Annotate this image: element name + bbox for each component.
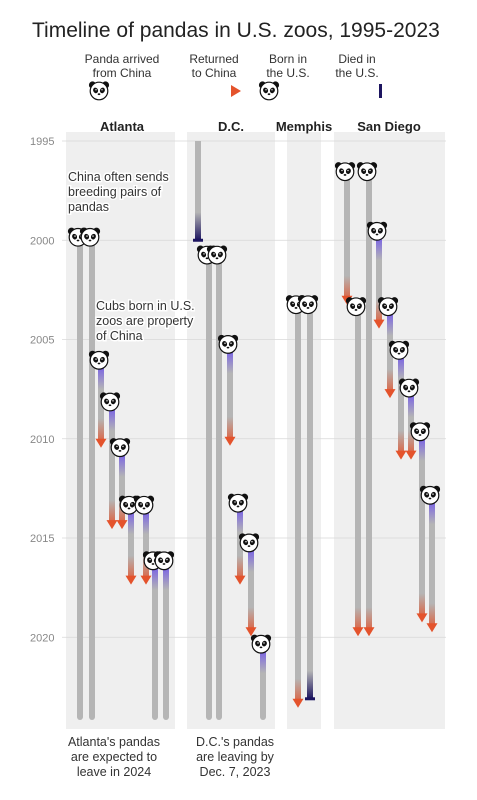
panda-icon (88, 81, 110, 101)
returned-arrow (384, 389, 396, 399)
zoo-panel-Memphis (287, 132, 321, 729)
legend-label-born: the U.S. (266, 66, 309, 80)
panda-icon (109, 438, 131, 458)
legend-label-died: Died in (338, 52, 375, 66)
y-tick-label: 2000 (30, 235, 54, 247)
footnote: Dec. 7, 2023 (200, 765, 271, 779)
panda-icon (79, 227, 101, 247)
returned-arrow (405, 450, 417, 460)
legend-label-born: Born in (269, 52, 307, 66)
panda-icon (133, 495, 155, 515)
annotation: pandas (68, 200, 109, 214)
y-tick-label: 2005 (30, 335, 54, 347)
panda-icon (419, 485, 441, 505)
panda-icon (258, 81, 280, 101)
panda-icon (356, 162, 378, 182)
returned-arrow (395, 450, 407, 460)
end-bar-icon (379, 84, 382, 98)
panda-icon (366, 221, 388, 241)
panda-icon (88, 350, 110, 370)
returned-arrow (224, 436, 236, 446)
panda-icon (345, 297, 367, 317)
returned-arrow (116, 520, 128, 530)
returned-arrow (363, 627, 375, 637)
legend-label-arrived: from China (93, 66, 152, 80)
returned-arrow (292, 698, 304, 708)
annotation: China often sends (68, 170, 169, 184)
panda-icon (297, 295, 319, 315)
panda-icon (388, 340, 410, 360)
y-tick-label: 1995 (30, 136, 54, 148)
annotation: of China (96, 329, 143, 343)
returned-arrow (352, 627, 364, 637)
panda-icon (206, 245, 228, 265)
returned-arrow (125, 575, 137, 585)
legend-label-arrived: Panda arrived (85, 52, 160, 66)
footnote: Atlanta's pandas (68, 735, 160, 749)
legend-label-returned: to China (192, 66, 237, 80)
panda-icon (398, 378, 420, 398)
legend-label-died: the U.S. (335, 66, 378, 80)
panda-icon (250, 634, 272, 654)
footnote: are expected to (71, 750, 157, 764)
panda-icon (99, 392, 121, 412)
returned-arrow (373, 319, 385, 329)
annotation: zoos are property (96, 314, 194, 328)
zoo-name: Memphis (276, 119, 332, 134)
returned-arrow (234, 575, 246, 585)
annotation: Cubs born in U.S. (96, 299, 195, 313)
panda-icon (153, 551, 175, 571)
grid: 1995 2000 2005 2010 2015 2020 (30, 136, 446, 644)
panda-icon (377, 297, 399, 317)
returned-arrow (245, 627, 257, 637)
footnote: are leaving by (196, 750, 275, 764)
returned-arrow (95, 438, 107, 448)
died-marker (193, 238, 203, 242)
zoo-name: D.C. (218, 119, 244, 134)
returned-arrow (106, 520, 118, 530)
panda-icon (238, 533, 260, 553)
y-tick-label: 2015 (30, 533, 54, 545)
panda-bars (67, 141, 441, 720)
returned-arrow (426, 623, 438, 633)
panda-icon (227, 493, 249, 513)
returned-arrow (416, 613, 428, 623)
legend-label-returned: Returned (189, 52, 238, 66)
chart-title: Timeline of pandas in U.S. zoos, 1995-20… (32, 19, 440, 42)
y-tick-label: 2020 (30, 632, 54, 644)
died-marker (305, 697, 315, 701)
footnote: leave in 2024 (77, 765, 151, 779)
y-tick-label: 2010 (30, 434, 54, 446)
returned-arrow (140, 575, 152, 585)
arrow-icon (231, 85, 241, 97)
zoo-name: Atlanta (100, 119, 145, 134)
panda-icon (409, 422, 431, 442)
annotation: breeding pairs of (68, 185, 162, 199)
footnote: D.C.'s pandas (196, 735, 274, 749)
panda-icon (217, 334, 239, 354)
zoo-name: San Diego (357, 119, 421, 134)
panda-icon (334, 162, 356, 182)
